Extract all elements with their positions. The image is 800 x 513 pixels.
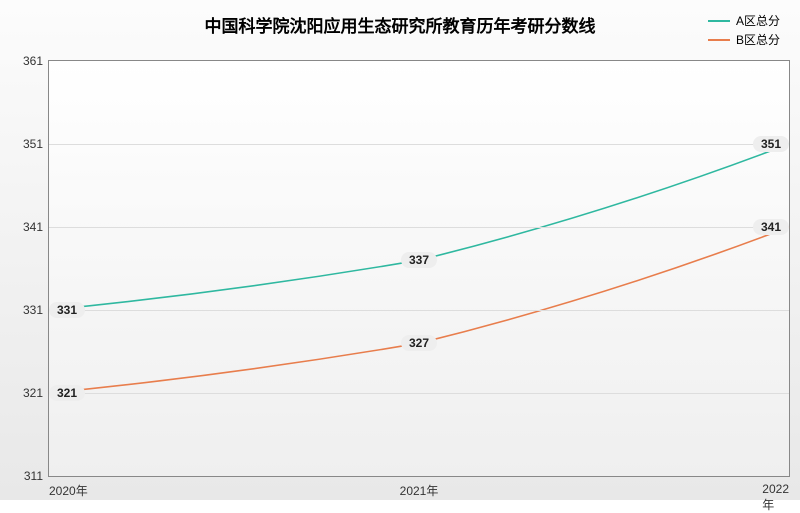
legend-label-b: B区总分 (736, 31, 780, 48)
ytick-label: 331 (23, 303, 49, 317)
ytick-label: 321 (23, 386, 49, 400)
point-label: 337 (401, 252, 437, 268)
gridline (49, 393, 789, 394)
chart-lines (49, 61, 789, 476)
gridline (49, 227, 789, 228)
point-label: 327 (401, 335, 437, 351)
point-label: 341 (753, 219, 789, 235)
ytick-label: 361 (23, 54, 49, 68)
plot-area: 3113213313413513612020年2021年2022年3313373… (48, 60, 790, 477)
legend-item-b: B区总分 (708, 31, 780, 48)
xtick-label: 2022年 (762, 476, 789, 513)
gridline (49, 144, 789, 145)
chart-container: 中国科学院沈阳应用生态研究所教育历年考研分数线 A区总分 B区总分 311 321… (0, 0, 800, 500)
legend-swatch-a (708, 20, 730, 22)
ytick-label: 341 (23, 220, 49, 234)
point-label: 331 (49, 302, 85, 318)
point-label: 321 (49, 385, 85, 401)
legend: A区总分 B区总分 (708, 12, 780, 50)
legend-label-a: A区总分 (736, 12, 780, 29)
xtick-label: 2021年 (400, 476, 439, 499)
legend-swatch-b (708, 39, 730, 41)
gridline (49, 310, 789, 311)
point-label: 351 (753, 136, 789, 152)
legend-item-a: A区总分 (708, 12, 780, 29)
ytick-label: 351 (23, 137, 49, 151)
chart-title: 中国科学院沈阳应用生态研究所教育历年考研分数线 (0, 12, 800, 37)
xtick-label: 2020年 (49, 476, 88, 499)
ytick-label: 311 (24, 469, 49, 483)
